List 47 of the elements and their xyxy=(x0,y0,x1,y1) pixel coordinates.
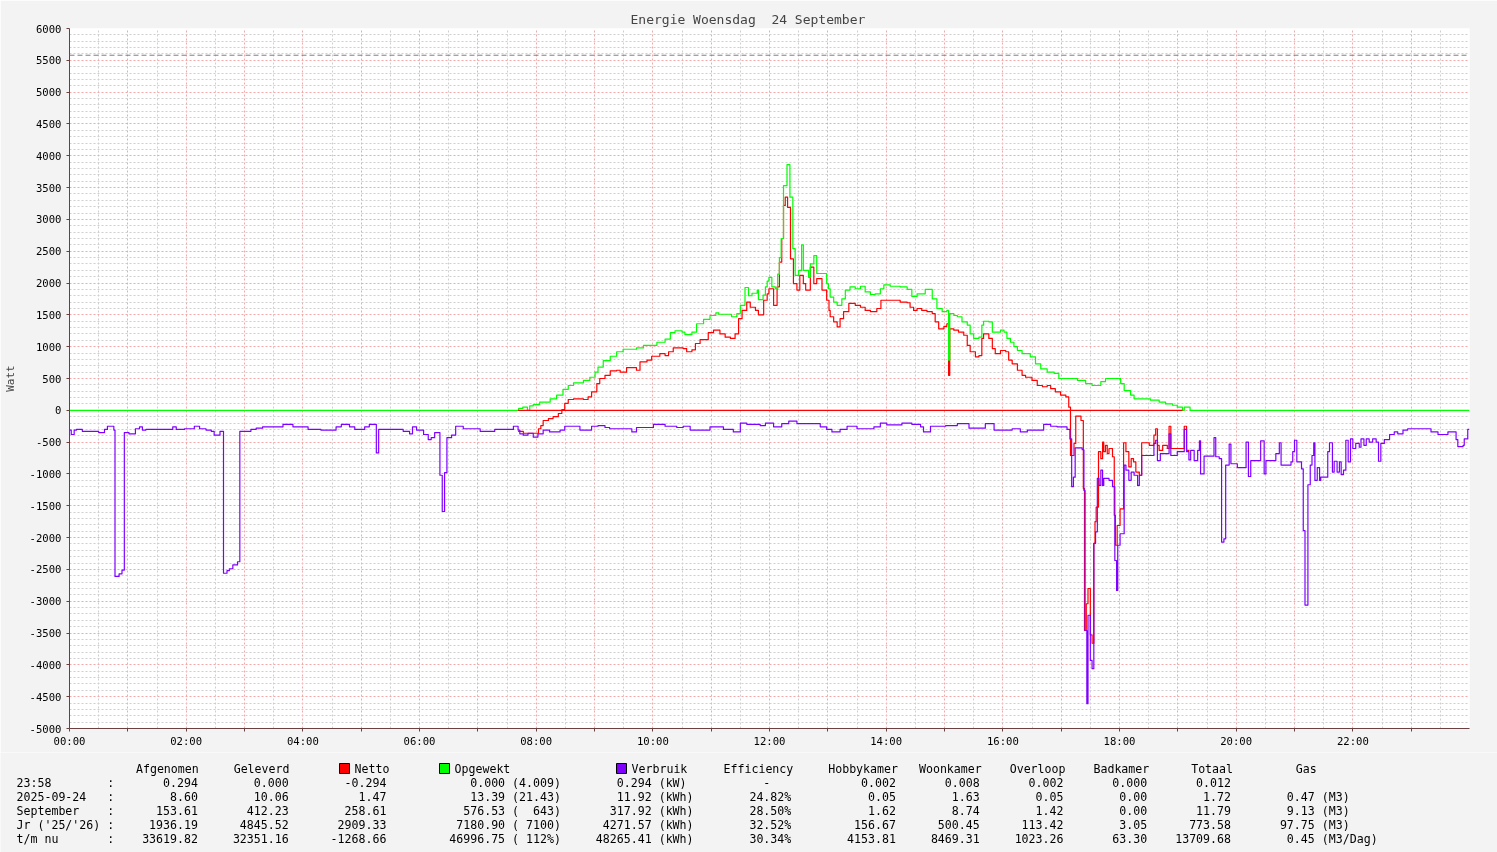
text: Afgenomen Geleverd xyxy=(135,761,290,776)
text: Efficiency Hobbykamer Woonkamer Overloop Badkamer Totaal Gas xyxy=(723,761,1317,776)
y-tick-label: 1000 xyxy=(35,340,62,353)
y-tick-label: 4500 xyxy=(35,117,62,130)
x-tick-label: 06:00 xyxy=(403,734,436,747)
y-tick-label: -4500 xyxy=(29,690,62,703)
y-tick-label: 3500 xyxy=(35,181,62,194)
text: September : 153.61 412.23 258.61 576.53 ( 643) 317.92 (kWh) 28.50% 1.62 8.74 1.42 0.00 11.79 9.13 (M3) xyxy=(16,803,1350,818)
y-tick-label: 2500 xyxy=(35,245,62,258)
y-tick-label: 1500 xyxy=(35,308,62,321)
y-tick-label: -2000 xyxy=(29,531,62,544)
y-tick-label: -1000 xyxy=(29,467,62,480)
y-tick-label: 4000 xyxy=(35,149,62,162)
legend-label: Opgewekt xyxy=(454,761,511,776)
x-tick-label: 10:00 xyxy=(636,734,669,747)
text: t/m nu : 33619.82 32351.16 -1268.66 46996.75 ( 112%) 48265.41 (kWh) 30.34% 4153.81 8469.31 1023.26 63.30 13709.68 0.45 (M3/Dag) xyxy=(16,831,1378,846)
y-tick-label: 3000 xyxy=(35,213,62,226)
text: Jr ('25/'26) : 1936.19 4845.52 2909.33 7180.90 ( 7100) 4271.57 (kWh) 32.52% 156.67 500.45 113.42 3.05 773.58 97.75 (M3) xyxy=(16,817,1350,832)
x-tick-label: 18:00 xyxy=(1103,734,1136,747)
y-tick-label: 0 xyxy=(55,404,62,417)
x-tick-label: 14:00 xyxy=(870,734,903,747)
x-tick-label: 20:00 xyxy=(1220,734,1253,747)
text: 23:58 : 0.294 0.000 -0.294 0.000 (4.009) 0.294 (kW) - 0.002 0.008 0.002 0.000 0.012 xyxy=(16,775,1232,790)
text: 2025-09-24 : 8.60 10.06 1.47 13.39 (21.43) 11.92 (kWh) 24.82% 0.05 1.63 0.05 0.00 1.72 0.47 (M3) xyxy=(16,789,1350,804)
chart-title: Energie Woensdag 24 September xyxy=(630,12,866,27)
y-tick-label: -3500 xyxy=(29,627,62,640)
y-tick-label: 2000 xyxy=(35,277,62,290)
x-tick-label: 02:00 xyxy=(170,734,203,747)
y-tick-label: -4000 xyxy=(29,658,62,671)
y-tick-label: -3000 xyxy=(29,595,62,608)
x-tick-label: 00:00 xyxy=(53,734,86,747)
y-axis-title: Watt xyxy=(3,365,17,392)
x-tick-label: 08:00 xyxy=(520,734,553,747)
y-tick-label: 5500 xyxy=(35,54,62,67)
x-tick-label: 04:00 xyxy=(286,734,319,747)
legend-label: Netto xyxy=(354,761,390,776)
x-tick-label: 22:00 xyxy=(1336,734,1369,747)
y-tick-label: -1500 xyxy=(29,499,62,512)
y-tick-label: 6000 xyxy=(35,22,62,35)
y-tick-label: 5000 xyxy=(35,86,62,99)
y-tick-label: -5000 xyxy=(29,722,62,735)
y-tick-label: -2500 xyxy=(29,563,62,576)
x-tick-label: 16:00 xyxy=(986,734,1019,747)
legend-label: Verbruik xyxy=(631,761,688,776)
x-tick-label: 12:00 xyxy=(753,734,786,747)
y-tick-label: 500 xyxy=(42,372,62,385)
y-tick-label: -500 xyxy=(35,436,62,449)
